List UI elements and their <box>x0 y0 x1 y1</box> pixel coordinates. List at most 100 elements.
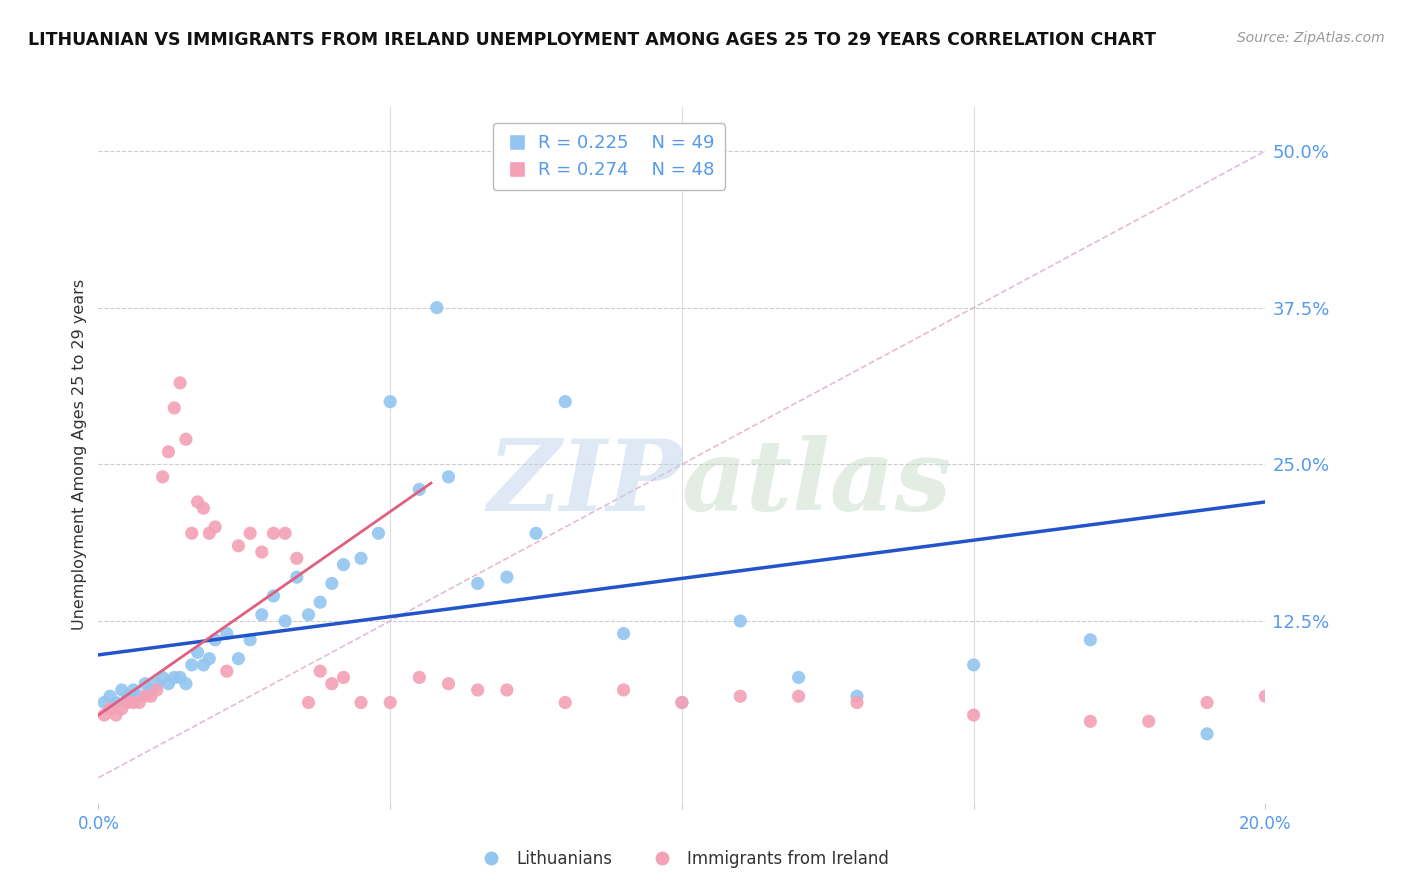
Text: ZIP: ZIP <box>486 434 682 531</box>
Point <box>297 607 319 622</box>
Point <box>146 683 169 698</box>
Point <box>845 690 868 704</box>
Point <box>321 576 343 591</box>
Point <box>495 683 517 698</box>
Point <box>198 651 221 665</box>
Point <box>728 690 751 704</box>
Point <box>98 690 121 704</box>
Point <box>554 394 576 409</box>
Point <box>787 670 810 684</box>
Point <box>122 683 145 698</box>
Text: atlas: atlas <box>682 434 952 531</box>
Point <box>117 690 139 704</box>
Point <box>671 696 693 710</box>
Point <box>128 690 150 704</box>
Point <box>228 651 250 665</box>
Point <box>367 526 389 541</box>
Point <box>408 483 430 497</box>
Point <box>350 551 373 566</box>
Point <box>128 696 150 710</box>
Point <box>117 696 139 710</box>
Point <box>228 539 250 553</box>
Point <box>204 520 226 534</box>
Point <box>787 690 810 704</box>
Point <box>111 683 134 698</box>
Point <box>1080 632 1102 647</box>
Point <box>250 607 273 622</box>
Point <box>215 664 238 678</box>
Point <box>426 301 449 315</box>
Point <box>285 570 308 584</box>
Point <box>378 696 402 710</box>
Point <box>309 664 332 678</box>
Point <box>845 696 868 710</box>
Point <box>174 432 197 446</box>
Point <box>152 470 174 484</box>
Text: Source: ZipAtlas.com: Source: ZipAtlas.com <box>1237 31 1385 45</box>
Point <box>157 676 180 690</box>
Point <box>962 708 984 723</box>
Point <box>239 632 262 647</box>
Point <box>134 676 156 690</box>
Point <box>321 676 343 690</box>
Point <box>93 696 115 710</box>
Point <box>524 526 547 541</box>
Point <box>169 376 191 390</box>
Point <box>1080 714 1102 729</box>
Point <box>437 676 460 690</box>
Point <box>104 696 127 710</box>
Point <box>262 526 284 541</box>
Point <box>187 495 209 509</box>
Point <box>139 683 162 698</box>
Point <box>193 657 215 672</box>
Point <box>274 526 297 541</box>
Point <box>332 670 354 684</box>
Point <box>169 670 191 684</box>
Point <box>174 676 197 690</box>
Y-axis label: Unemployment Among Ages 25 to 29 years: Unemployment Among Ages 25 to 29 years <box>72 279 87 631</box>
Point <box>250 545 273 559</box>
Point <box>180 526 202 541</box>
Point <box>163 670 186 684</box>
Point <box>467 683 489 698</box>
Point <box>408 670 430 684</box>
Point <box>187 645 209 659</box>
Point <box>122 696 145 710</box>
Point <box>274 614 297 628</box>
Point <box>467 576 489 591</box>
Point <box>163 401 186 415</box>
Point <box>612 683 634 698</box>
Point <box>134 690 156 704</box>
Point <box>1195 696 1218 710</box>
Point <box>350 696 373 710</box>
Point <box>309 595 332 609</box>
Point <box>962 657 984 672</box>
Point <box>111 702 134 716</box>
Point <box>104 708 127 723</box>
Point <box>198 526 221 541</box>
Point <box>157 444 180 458</box>
Legend: Lithuanians, Immigrants from Ireland: Lithuanians, Immigrants from Ireland <box>468 843 896 874</box>
Point <box>1137 714 1160 729</box>
Point <box>378 394 402 409</box>
Point <box>93 708 115 723</box>
Point <box>671 696 693 710</box>
Point <box>215 626 238 640</box>
Point <box>98 702 121 716</box>
Point <box>297 696 319 710</box>
Point <box>332 558 354 572</box>
Point <box>239 526 262 541</box>
Point <box>139 690 162 704</box>
Point <box>193 501 215 516</box>
Point <box>146 676 169 690</box>
Point <box>152 670 174 684</box>
Point <box>728 614 751 628</box>
Point <box>612 626 634 640</box>
Point <box>1254 690 1277 704</box>
Point <box>204 632 226 647</box>
Point <box>554 696 576 710</box>
Point <box>262 589 284 603</box>
Point <box>495 570 517 584</box>
Point <box>180 657 202 672</box>
Point <box>1195 727 1218 741</box>
